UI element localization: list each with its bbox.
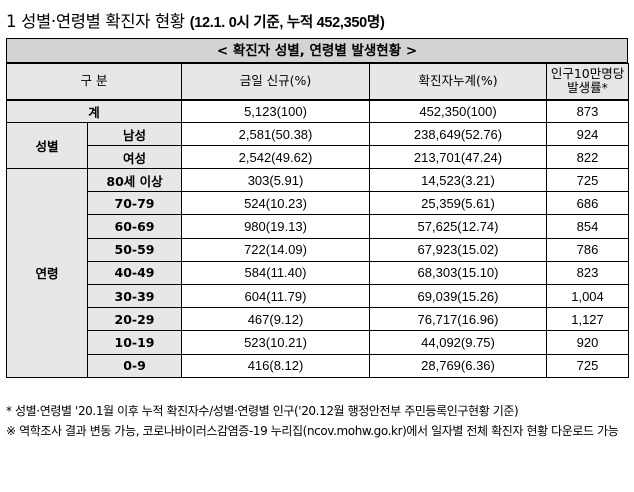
cell-new: 303(5.91) [181, 167, 371, 193]
row-label: 10-19 [86, 330, 183, 355]
cell-new: 524(10.23) [181, 191, 371, 216]
table-row: 성별 남성 2,581(50.38) 238,649(52.76) 924 [6, 122, 630, 169]
table-row: 50-59 722(14.09) 67,923(15.02) 786 [7, 237, 630, 262]
cell-cumulative: 69,039(15.26) [369, 283, 548, 309]
title-sub: (12.1. 0시 기준, 누적 452,350명) [189, 15, 385, 31]
group-gender: 성별 [6, 122, 88, 169]
table-row: 60-69 980(19.13) 57,625(12.74) 854 [7, 214, 630, 239]
total-label: 계 [5, 98, 183, 123]
cases-table: 구 분 금일 신규(%) 확진자누계(%) 인구10만명당 발생률* 계 5,1… [5, 63, 630, 378]
row-label: 30-39 [86, 283, 183, 309]
row-label: 60-69 [86, 214, 183, 239]
footnotes: * 성별·연령별 '20.1월 이후 누적 확진자수/성별·연령별 인구('20… [6, 401, 630, 441]
cell-rate: 725 [546, 353, 630, 378]
cell-rate: 1,004 [546, 283, 630, 309]
cell-rate: 1,127 [546, 307, 630, 332]
table-row: 40-49 584(11.40) 68,303(15.10) 823 [7, 260, 630, 285]
cell-cumulative: 44,092(9.75) [369, 330, 548, 355]
row-label: 여성 [86, 145, 183, 169]
total-rate: 873 [546, 98, 630, 123]
cell-new: 2,581(50.38) [181, 122, 371, 146]
total-new: 5,123(100) [181, 98, 371, 123]
cell-new: 604(11.79) [181, 283, 371, 309]
table-row: 연령 80세 이상 303(5.91) 14,523(3.21) 725 [6, 167, 630, 378]
row-label: 70-79 [86, 191, 183, 216]
cell-new: 584(11.40) [181, 260, 371, 285]
cell-new: 467(9.12) [181, 307, 371, 332]
header-new: 금일 신규(%) [181, 63, 371, 100]
row-label: 0-9 [86, 353, 183, 378]
header-cumulative: 확진자누계(%) [369, 63, 548, 100]
row-label: 20-29 [86, 307, 183, 332]
header-rate-text: 인구10만명당 발생률* [550, 66, 625, 96]
footnote-download: ※ 역학조사 결과 변동 가능, 코로나바이러스감염증-19 누리집(ncov.… [6, 424, 619, 438]
footnote-rate: * 성별·연령별 '20.1월 이후 누적 확진자수/성별·연령별 인구('20… [6, 404, 519, 418]
cell-cumulative: 28,769(6.36) [369, 353, 548, 378]
cell-cumulative: 213,701(47.24) [369, 145, 548, 169]
group-age: 연령 [6, 168, 88, 378]
page-title: 1 성별·연령별 확진자 현황 (12.1. 0시 기준, 누적 452,350… [6, 8, 385, 32]
cell-cumulative: 25,359(5.61) [369, 191, 548, 216]
title-main: 1 성별·연령별 확진자 현황 [6, 12, 185, 31]
header-row: 구 분 금일 신규(%) 확진자누계(%) 인구10만명당 발생률* [5, 63, 630, 100]
cell-rate: 822 [546, 145, 630, 169]
cell-cumulative: 57,625(12.74) [369, 214, 548, 239]
total-row: 계 5,123(100) 452,350(100) 873 [5, 98, 630, 123]
table-row: 30-39 604(11.79) 69,039(15.26) 1,004 [7, 283, 630, 309]
cell-new: 2,542(49.62) [181, 145, 371, 169]
cell-new: 722(14.09) [181, 237, 371, 262]
row-label: 50-59 [86, 237, 183, 262]
table-row: 10-19 523(10.21) 44,092(9.75) 920 [7, 330, 630, 355]
table-banner: < 확진자 성별, 연령별 발생현황 > [6, 38, 628, 63]
table-row: 20-29 467(9.12) 76,717(16.96) 1,127 [7, 307, 630, 332]
row-label: 남성 [86, 122, 183, 146]
table-row: 0-9 416(8.12) 28,769(6.36) 725 [7, 353, 630, 378]
cell-new: 980(19.13) [181, 214, 371, 239]
cell-rate: 920 [546, 330, 630, 355]
cell-new: 416(8.12) [181, 353, 371, 378]
cell-cumulative: 238,649(52.76) [369, 122, 548, 146]
cell-new: 523(10.21) [181, 330, 371, 355]
table-row: 여성 2,542(49.62) 213,701(47.24) 822 [7, 145, 630, 169]
header-category: 구 분 [5, 63, 183, 100]
table-row: 70-79 524(10.23) 25,359(5.61) 686 [7, 191, 630, 216]
cell-rate: 686 [546, 191, 630, 216]
cell-rate: 725 [546, 167, 630, 193]
cell-rate: 924 [546, 122, 630, 146]
cell-cumulative: 67,923(15.02) [369, 237, 548, 262]
total-cumulative: 452,350(100) [369, 98, 548, 123]
row-label: 40-49 [86, 260, 183, 285]
cell-cumulative: 76,717(16.96) [369, 307, 548, 332]
cell-rate: 786 [546, 237, 630, 262]
cell-cumulative: 68,303(15.10) [369, 260, 548, 285]
row-label: 80세 이상 [86, 167, 183, 193]
header-rate: 인구10만명당 발생률* [546, 63, 630, 100]
cell-cumulative: 14,523(3.21) [369, 167, 548, 193]
cell-rate: 823 [546, 260, 630, 285]
cell-rate: 854 [546, 214, 630, 239]
